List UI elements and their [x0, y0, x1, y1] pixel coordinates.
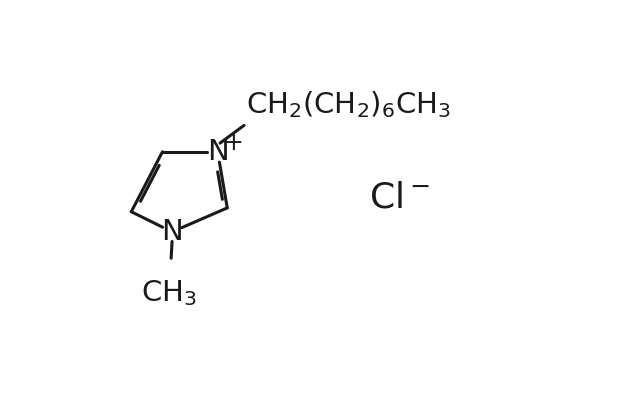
- Text: N: N: [161, 218, 183, 246]
- Text: N: N: [207, 138, 228, 166]
- Text: $\mathregular{CH_3}$: $\mathregular{CH_3}$: [141, 278, 196, 308]
- Text: $\mathregular{CH_2(CH_2)_6CH_3}$: $\mathregular{CH_2(CH_2)_6CH_3}$: [246, 89, 452, 119]
- Text: Cl$^-$: Cl$^-$: [369, 180, 431, 214]
- Text: +: +: [223, 131, 243, 155]
